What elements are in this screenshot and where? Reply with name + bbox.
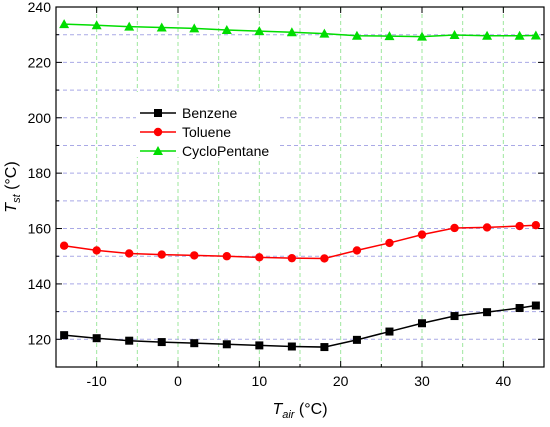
benzene-point: [483, 308, 492, 317]
toluene-line: [64, 224, 536, 260]
toluene-point: [450, 223, 459, 233]
benzene-point: [531, 301, 540, 310]
cyclopentane-point: [124, 21, 135, 31]
y-tick-label: 120: [28, 331, 52, 347]
toluene-point: [255, 253, 264, 262]
benzene-point: [92, 334, 101, 343]
cyclopentane-point: [417, 31, 427, 41]
benzene-point: [222, 340, 231, 349]
benzene-point: [125, 336, 134, 345]
toluene-point: [92, 246, 101, 255]
cyclopentane-point: [286, 27, 297, 37]
x-tick-label: 20: [333, 373, 349, 389]
toluene-point: [157, 250, 166, 259]
toluene-point: [287, 253, 297, 263]
series-benzene: [60, 301, 540, 352]
toluene-point: [385, 238, 394, 248]
cyclopentane-line: [64, 23, 536, 38]
y-axis-title-main: T: [3, 202, 20, 213]
legend-item-toluene: Toluene: [140, 124, 231, 140]
y-tick-label: 160: [28, 221, 52, 237]
x-axis-title: Tair (°C): [272, 401, 327, 421]
benzene-point: [190, 339, 199, 348]
legend-marker: [153, 146, 163, 155]
y-tick-label: 180: [28, 165, 52, 181]
benzene-point: [450, 312, 459, 321]
cyclopentane-point: [189, 23, 200, 33]
benzene-point: [320, 343, 329, 352]
cyclopentane-point: [319, 28, 330, 38]
benzene-point: [385, 327, 394, 336]
y-axis-title-unit: (°C): [3, 161, 20, 194]
x-tick-label: 30: [414, 373, 430, 389]
grid: [56, 7, 545, 367]
y-tick-label: 240: [28, 0, 52, 15]
y-axis-title-sub: st: [11, 193, 23, 203]
benzene-point: [352, 335, 361, 344]
benzene-point: [287, 342, 296, 351]
benzene-point: [418, 319, 426, 328]
cyclopentane-point: [449, 29, 460, 39]
plot-frame: [55, 6, 545, 368]
cyclopentane-point: [254, 26, 265, 36]
toluene-point: [125, 249, 134, 258]
toluene-point: [482, 223, 492, 232]
legend-item-cyclopentane: CycloPentane: [140, 143, 269, 159]
benzene-point: [255, 341, 264, 350]
axis-ticks: -10 0 10 20 30 40 120 140 160 180 200 220 240: [28, 0, 545, 389]
y-tick-label: 220: [28, 54, 52, 70]
legend-marker: [153, 127, 163, 137]
x-tick-label: 0: [174, 373, 182, 389]
cyclopentane-point: [351, 30, 362, 40]
cyclopentane-point: [91, 20, 102, 30]
x-tick-label: 40: [496, 373, 512, 389]
cyclopentane-point: [59, 19, 70, 29]
cyclopentane-point: [221, 24, 232, 34]
benzene-point: [157, 338, 166, 347]
x-axis-title-main: T: [272, 401, 283, 418]
x-axis-title-sub: air: [282, 409, 296, 421]
x-tick-label: 10: [252, 373, 268, 389]
toluene-point: [352, 246, 362, 255]
legend-label: Toluene: [182, 124, 231, 140]
toluene-point: [59, 241, 69, 250]
cyclopentane-point: [156, 22, 167, 32]
legend: Benzene Toluene CycloPentane: [136, 92, 278, 159]
y-axis-title: Tst (°C): [3, 161, 23, 212]
benzene-point: [60, 331, 69, 340]
legend-item-benzene: Benzene: [140, 105, 237, 121]
x-axis-title-unit: (°C): [294, 401, 327, 418]
cyclopentane-point: [514, 30, 525, 40]
y-tick-label: 140: [28, 276, 52, 292]
cyclopentane-point: [384, 31, 395, 41]
series-toluene: [59, 221, 541, 263]
toluene-point: [190, 251, 199, 260]
toluene-point: [417, 230, 427, 239]
toluene-point: [531, 221, 541, 230]
legend-label: CycloPentane: [182, 143, 269, 159]
series-cyclopentane: [59, 19, 541, 41]
legend-box: [136, 92, 278, 157]
series-group: [59, 19, 541, 352]
cyclopentane-point: [482, 30, 493, 40]
legend-items: Benzene Toluene CycloPentane: [140, 105, 269, 159]
toluene-point: [320, 254, 329, 263]
benzene-line: [64, 304, 536, 348]
y-tick-label: 200: [28, 110, 52, 126]
benzene-point: [515, 304, 524, 313]
x-tick-label: -10: [87, 373, 107, 389]
toluene-point: [222, 252, 231, 261]
toluene-point: [515, 221, 524, 231]
legend-label: Benzene: [182, 105, 237, 121]
legend-marker: [154, 109, 162, 117]
cyclopentane-point: [530, 30, 541, 40]
